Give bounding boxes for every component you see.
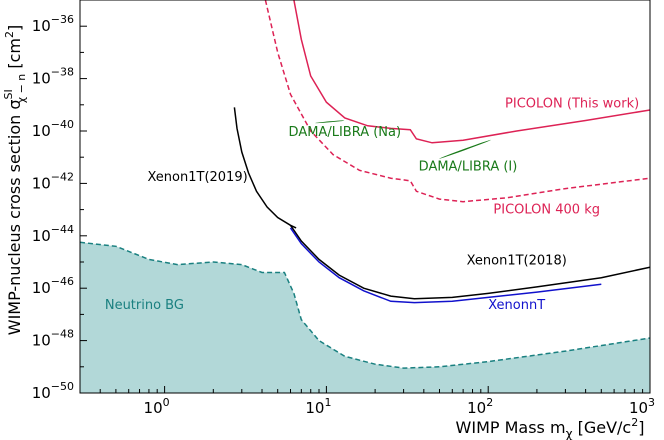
annotation-xenon1t-2018: Xenon1T(2018): [467, 254, 567, 269]
annotation-neutrino-bg: Neutrino BG: [105, 298, 184, 313]
x-tick-label: 102: [467, 396, 493, 417]
annotation-picolon-this-work: PICOLON (This work): [505, 96, 639, 111]
series-picolon-400-kg-line: [264, 0, 650, 203]
series-xenon1t-2018-line: [289, 224, 650, 300]
series-xenon1t-2019-line: [233, 107, 297, 229]
annotation-picolon-400-kg: PICOLON 400 kg: [493, 203, 600, 218]
y-axis-title: WIMP-nucleus cross section σSIχ − n [cm2…: [2, 25, 28, 336]
y-tick-label: 10−36: [32, 13, 74, 35]
series-picolon-this-work-line: [293, 0, 650, 144]
y-tick-label: 10−50: [32, 380, 74, 402]
annotation-dama-libra-na: DAMA/LIBRA (Na): [289, 125, 402, 140]
plot-frame: [79, 0, 651, 394]
x-tick-label: 100: [144, 396, 170, 417]
x-tick-label: 101: [305, 396, 331, 417]
y-tick-label: 10−42: [32, 170, 74, 192]
y-tick-label: 10−44: [32, 223, 74, 245]
y-tick-label: 10−38: [32, 66, 74, 88]
region-dama-libra-i: [439, 139, 491, 159]
annotation-dama-libra-i: DAMA/LIBRA (I): [419, 159, 518, 174]
y-tick-label: 10−46: [32, 275, 74, 297]
series-xenonnt-line: [289, 227, 602, 304]
annotation-xenon1t-2019: Xenon1T(2019): [147, 170, 247, 185]
annotation-xenonnt: XenonnT: [488, 298, 545, 313]
y-tick-label: 10−40: [32, 118, 74, 140]
x-tick-label: 103: [629, 396, 655, 417]
y-tick-label: 10−48: [32, 328, 74, 350]
region-dama-libra-na: [315, 120, 345, 124]
series-neutrino-bg-fill: [80, 242, 650, 393]
x-axis-title: WIMP Mass mχ [GeV/c2]: [456, 416, 645, 440]
